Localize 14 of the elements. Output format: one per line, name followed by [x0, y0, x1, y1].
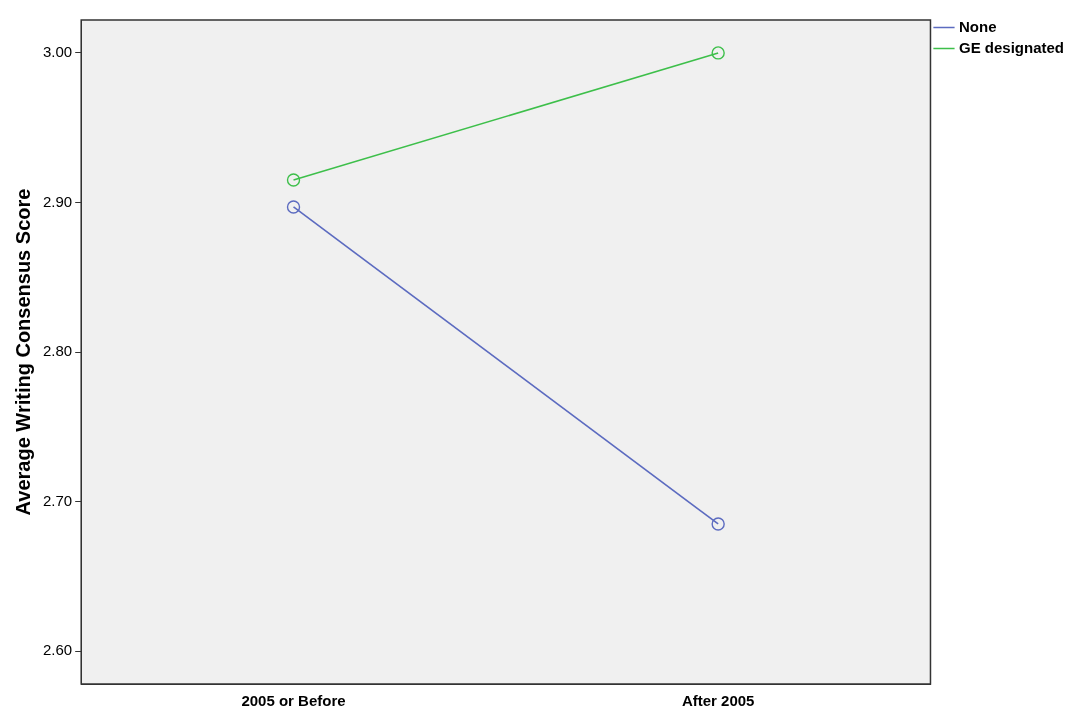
y-axis-title: Average Writing Consensus Score: [11, 188, 34, 516]
y-tick-label: 3.00: [42, 43, 73, 61]
x-tick-label: After 2005: [681, 692, 755, 710]
y-tick-label: 2.80: [42, 342, 73, 360]
point: [711, 46, 725, 60]
point: [711, 517, 725, 531]
x-tick-label: 2005 or Before: [241, 692, 346, 710]
legend-label: GE designated: [958, 38, 1065, 56]
legend-label: None: [958, 17, 997, 35]
y-tick-label: 2.70: [42, 491, 73, 509]
y-tick-label: 2.60: [42, 641, 73, 659]
y-tick-label: 2.90: [42, 192, 73, 210]
point: [286, 173, 301, 187]
point: [286, 200, 301, 214]
